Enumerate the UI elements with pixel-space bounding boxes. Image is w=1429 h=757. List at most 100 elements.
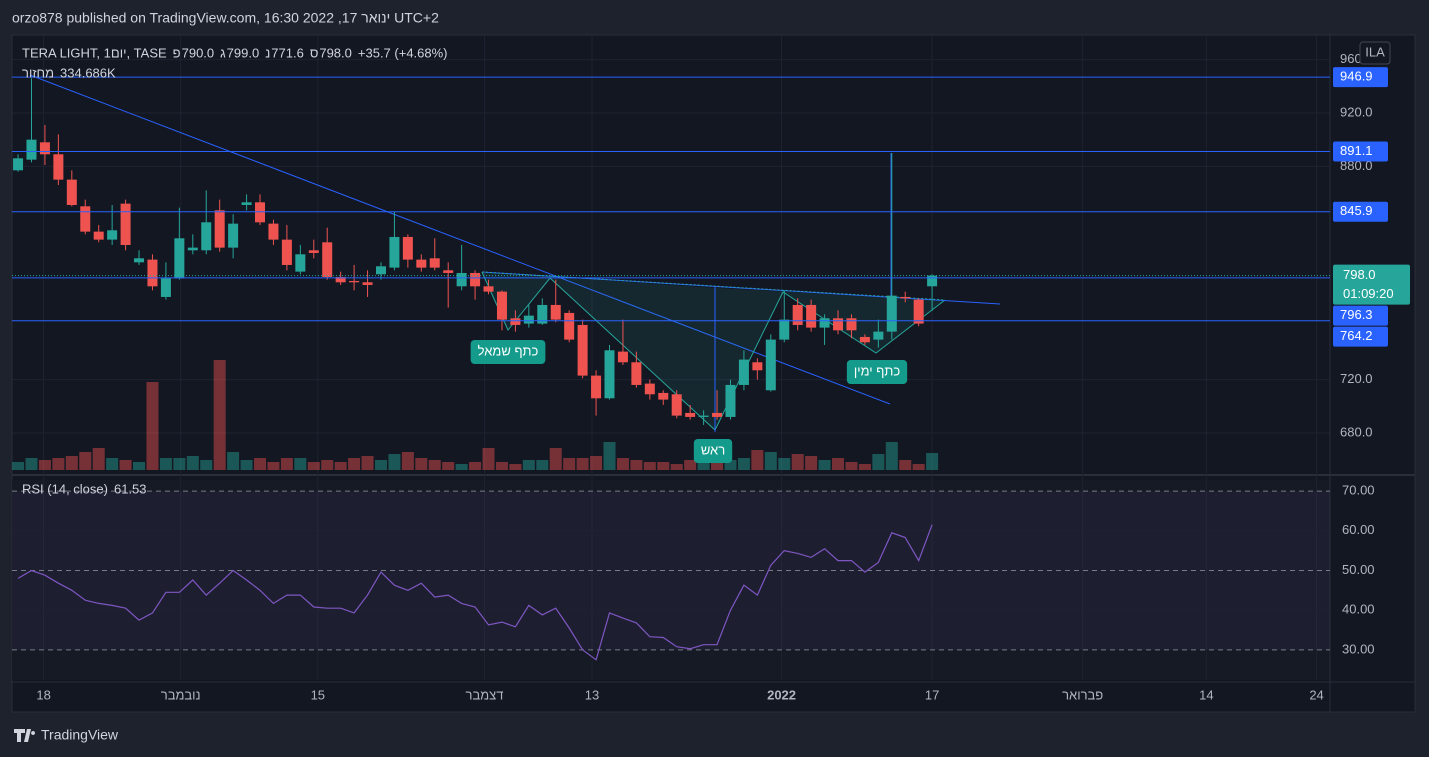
ohlc-key: נ <box>265 45 270 60</box>
level-label-bg <box>1333 141 1388 162</box>
volume-bar <box>254 458 267 470</box>
candle-body <box>483 286 494 292</box>
countdown: 01:09:20 <box>1343 286 1394 301</box>
x-tick-label: 24 <box>1309 687 1323 702</box>
x-tick-label: 18 <box>36 687 50 702</box>
last-price-bg <box>1333 264 1410 305</box>
last-price-label: 798.0 <box>1343 267 1376 282</box>
x-tick-label: פברואר <box>1062 687 1103 702</box>
candle-body <box>564 312 575 340</box>
volume-bar <box>724 460 737 470</box>
volume-name: מחזור <box>22 65 54 80</box>
volume-bar <box>25 458 38 470</box>
candle-body <box>496 291 507 320</box>
brand-name: TradingView <box>41 727 119 743</box>
volume-bar <box>38 460 51 470</box>
rsi-tick-label: 50.00 <box>1342 562 1375 577</box>
volume-bar <box>482 448 495 470</box>
candle-body <box>456 272 467 287</box>
candle-body <box>160 278 171 297</box>
candle-body <box>93 231 104 240</box>
level-label-bg <box>1333 326 1388 347</box>
volume-bar <box>912 464 925 470</box>
level-label: 764.2 <box>1340 328 1373 343</box>
candle-body <box>537 304 548 324</box>
volume-bar <box>643 461 656 470</box>
ohlc-value: 799.0 <box>227 45 260 60</box>
candle-body <box>685 412 696 417</box>
volume-bar <box>361 455 374 470</box>
x-tick-label: דצמבר <box>466 687 504 702</box>
candle-body <box>402 236 413 260</box>
volume-bar <box>186 455 199 470</box>
volume-bar <box>334 461 347 470</box>
candle-body <box>443 270 454 273</box>
candle-body <box>174 238 185 279</box>
volume-bar <box>818 460 831 470</box>
annotation: כתף ימין <box>854 363 900 378</box>
volume-bar <box>858 464 871 470</box>
candle-body <box>26 139 37 160</box>
level-label: 946.9 <box>1340 69 1373 84</box>
rsi-line <box>17 524 933 661</box>
x-tick-label: נובמבר <box>161 687 201 702</box>
volume-bar <box>348 458 361 470</box>
volume-bar <box>200 460 213 470</box>
volume-bar <box>374 460 387 470</box>
volume-bar <box>294 458 307 470</box>
candle-body <box>846 318 857 331</box>
candle-body <box>470 272 481 287</box>
candle-body <box>752 362 763 371</box>
candle-body <box>523 315 534 324</box>
rsi-tick-label: 60.00 <box>1342 522 1375 537</box>
volume-bar <box>79 451 92 470</box>
candle-body <box>671 394 682 416</box>
y-tick-label: 680.0 <box>1340 424 1373 439</box>
candle-body <box>698 415 709 417</box>
volume-bar <box>321 460 334 470</box>
candle-body <box>927 275 938 287</box>
volume-bar <box>832 458 845 470</box>
candle-body <box>765 339 776 391</box>
level-label-bg <box>1333 201 1388 222</box>
candle-body <box>617 351 628 363</box>
brand: TradingView <box>14 727 119 743</box>
rsi-value: 61.53 <box>114 481 147 496</box>
candle-body <box>658 392 669 400</box>
candle-body <box>900 296 911 299</box>
volume-layer <box>12 360 939 470</box>
candle-body <box>510 318 521 325</box>
candle-body <box>201 222 212 251</box>
volume-bar <box>133 461 146 470</box>
candle-body <box>712 412 723 417</box>
rsi-tick-label: 30.00 <box>1342 641 1375 656</box>
volume-bar <box>805 455 818 470</box>
volume-bar <box>227 451 240 470</box>
annotation-bg <box>846 360 908 384</box>
level-label: 891.1 <box>1340 143 1373 158</box>
candle-body <box>779 319 790 340</box>
volume-bar <box>240 460 253 470</box>
volume-bar <box>213 360 226 470</box>
volume-bar <box>563 458 576 470</box>
volume-bar <box>495 461 508 470</box>
volume-bar <box>428 460 441 470</box>
trend-line <box>29 74 891 405</box>
candle-body <box>913 299 924 324</box>
published-line: orzo878 published on TradingView.com, ינ… <box>12 10 439 26</box>
candle-body <box>228 223 239 248</box>
volume-bar <box>469 461 482 470</box>
volume-bar <box>106 458 119 470</box>
volume-bar <box>697 460 710 470</box>
change: +35.7 (+4.68%) <box>358 45 448 60</box>
currency-badge-bg <box>1359 41 1391 65</box>
volume-bar <box>670 464 683 470</box>
volume-bar <box>12 461 25 470</box>
x-tick-label: 2022 <box>767 687 796 702</box>
candle-body <box>886 295 897 332</box>
currency-badge: ILA <box>1365 44 1385 59</box>
brand-logo <box>14 729 36 742</box>
candle-body <box>631 362 642 385</box>
candle-body <box>187 247 198 251</box>
